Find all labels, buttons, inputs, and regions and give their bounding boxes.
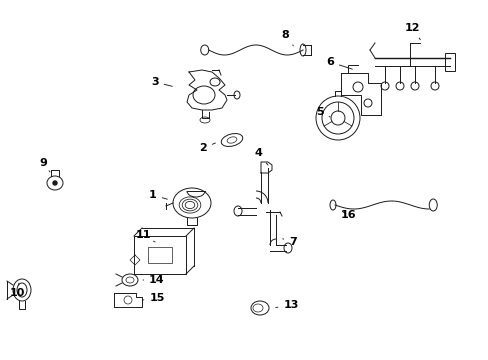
Bar xyxy=(134,236,185,274)
Text: 11: 11 xyxy=(135,230,155,242)
Circle shape xyxy=(53,181,57,185)
Bar xyxy=(444,53,454,71)
Text: 10: 10 xyxy=(9,283,24,298)
Text: 13: 13 xyxy=(275,300,298,310)
Text: 14: 14 xyxy=(142,275,164,285)
Text: 5: 5 xyxy=(316,107,329,117)
Text: 1: 1 xyxy=(149,190,167,200)
Text: 9: 9 xyxy=(39,158,50,172)
Text: 6: 6 xyxy=(325,57,352,69)
Text: 8: 8 xyxy=(281,30,293,46)
Text: 4: 4 xyxy=(254,148,267,165)
Text: 2: 2 xyxy=(199,143,215,153)
Bar xyxy=(148,247,172,263)
Text: 15: 15 xyxy=(142,293,164,303)
Polygon shape xyxy=(340,73,380,115)
Text: 7: 7 xyxy=(282,237,296,247)
Text: 12: 12 xyxy=(404,23,420,40)
Text: 3: 3 xyxy=(151,77,172,87)
Text: 16: 16 xyxy=(340,210,355,220)
